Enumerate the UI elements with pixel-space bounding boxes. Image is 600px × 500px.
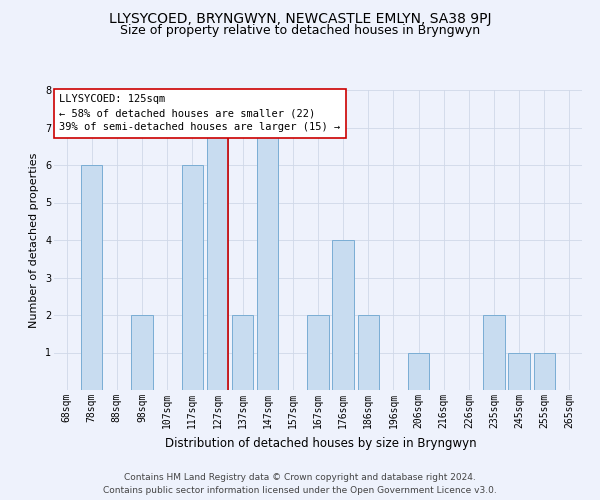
Bar (207, 128, 228, 390)
Bar (332, 240, 354, 390)
Bar (484, 315, 505, 390)
Y-axis label: Number of detached properties: Number of detached properties (29, 152, 40, 328)
Bar (533, 352, 555, 390)
Bar (131, 315, 152, 390)
Bar (508, 352, 530, 390)
Bar (257, 128, 278, 390)
Bar (358, 315, 379, 390)
Text: LLYSYCOED: 125sqm
← 58% of detached houses are smaller (22)
39% of semi-detached: LLYSYCOED: 125sqm ← 58% of detached hous… (59, 94, 341, 132)
Bar (307, 315, 329, 390)
Text: Distribution of detached houses by size in Bryngwyn: Distribution of detached houses by size … (165, 438, 477, 450)
Bar (232, 315, 253, 390)
Bar (408, 352, 429, 390)
Bar (182, 165, 203, 390)
Text: Contains HM Land Registry data © Crown copyright and database right 2024.
Contai: Contains HM Land Registry data © Crown c… (103, 474, 497, 495)
Bar (81, 165, 103, 390)
Text: Size of property relative to detached houses in Bryngwyn: Size of property relative to detached ho… (120, 24, 480, 37)
Text: LLYSYCOED, BRYNGWYN, NEWCASTLE EMLYN, SA38 9PJ: LLYSYCOED, BRYNGWYN, NEWCASTLE EMLYN, SA… (109, 12, 491, 26)
